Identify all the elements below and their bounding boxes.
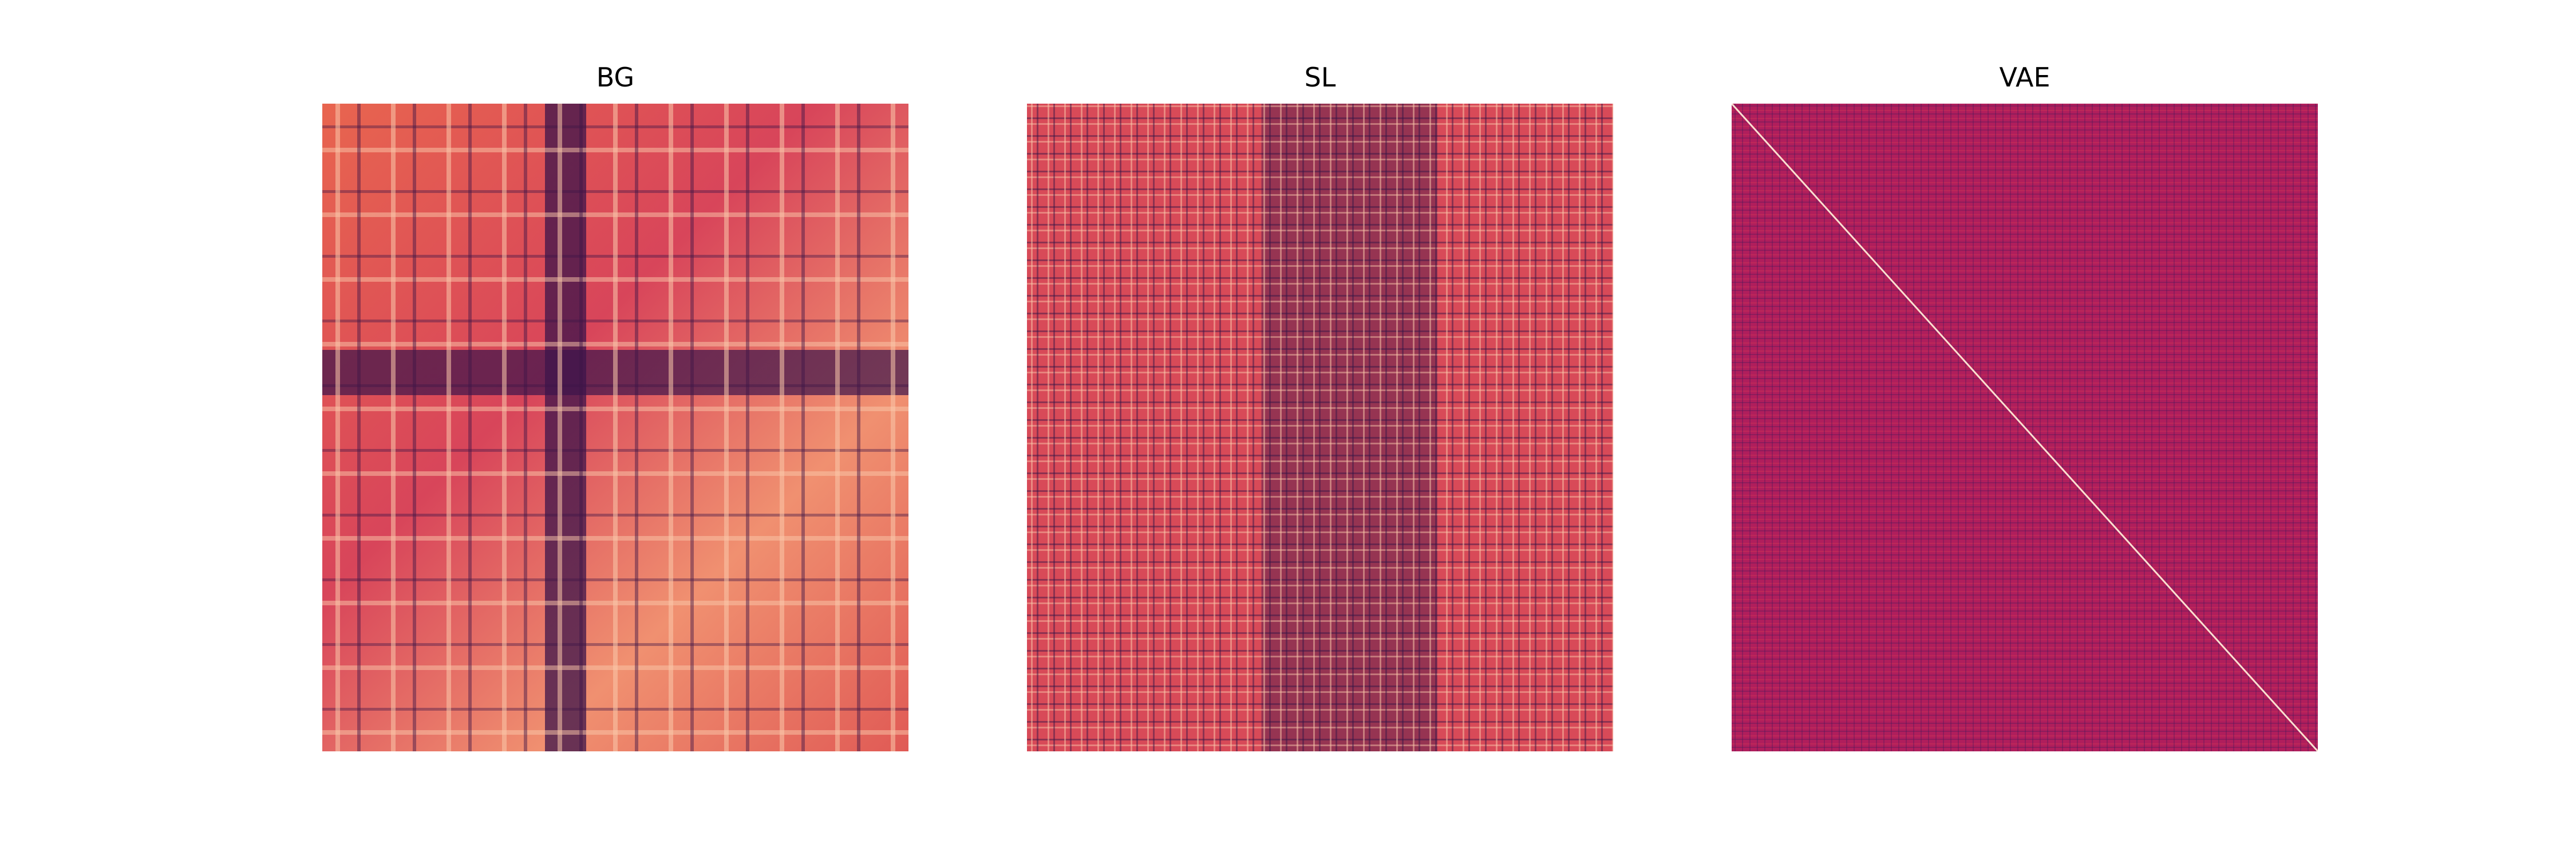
diagonal xyxy=(1732,104,2318,751)
heatmap xyxy=(1027,104,1613,751)
panel-title: BG xyxy=(596,62,635,93)
heatmap xyxy=(1732,104,2318,751)
panel-title: VAE xyxy=(1999,62,2050,93)
heatmap xyxy=(322,104,908,751)
panel-title: SL xyxy=(1304,62,1336,93)
diagonal-line xyxy=(1732,104,2318,751)
